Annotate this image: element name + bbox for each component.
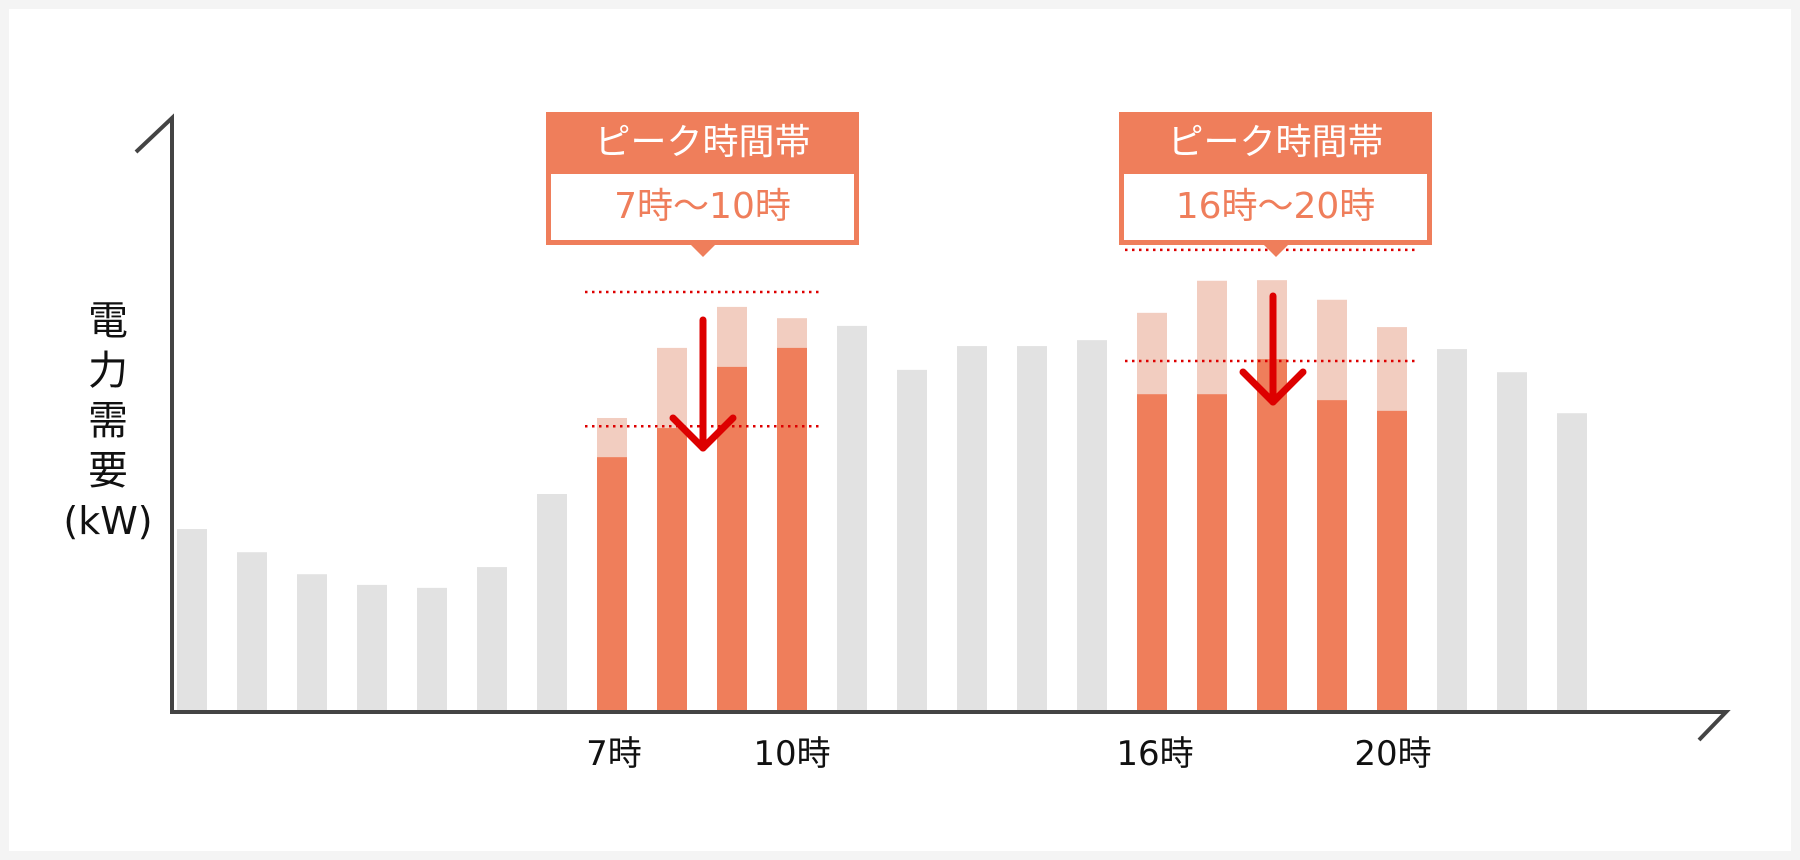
- callout-pointer: [689, 244, 716, 257]
- down-arrow-head-icon: [1239, 368, 1307, 406]
- x-tick-16: 16時: [1116, 734, 1194, 774]
- callout-pointer: [1262, 244, 1289, 257]
- demand-bar: [1557, 413, 1587, 712]
- y-axis-label-char: 要: [88, 448, 128, 494]
- demand-bar: [957, 346, 987, 712]
- y-axis-unit: (kW): [63, 499, 153, 543]
- demand-bar: [417, 587, 447, 712]
- peak-demand-bar: [1317, 400, 1347, 712]
- demand-bar: [177, 529, 207, 712]
- demand-bar: [1077, 340, 1107, 712]
- demand-bar: [837, 325, 867, 712]
- demand-bar: [1497, 372, 1527, 712]
- chart-axes: [134, 113, 1731, 742]
- y-axis-label-char: 電: [88, 298, 128, 344]
- peak-callout-evening: ピーク時間帯 16時〜20時: [1119, 112, 1432, 257]
- y-axis-label-char: 需: [88, 398, 128, 444]
- x-tick-10: 10時: [753, 734, 831, 774]
- demand-bar: [357, 584, 387, 712]
- callout-range: 16時〜20時: [1119, 174, 1432, 245]
- peak-demand-bar: [597, 457, 627, 712]
- x-tick-20: 20時: [1354, 734, 1432, 774]
- demand-bar: [237, 552, 267, 712]
- peak-demand-bar: [657, 428, 687, 712]
- x-tick-7: 7時: [586, 734, 642, 774]
- peak-demand-bar: [777, 347, 807, 712]
- demand-bar: [1017, 346, 1047, 712]
- demand-bar: [1437, 349, 1467, 712]
- peak-callout-morning: ピーク時間帯 7時〜10時: [546, 112, 859, 257]
- callout-range: 7時〜10時: [546, 174, 859, 245]
- peak-demand-bar: [1257, 359, 1287, 712]
- demand-bar: [477, 567, 507, 712]
- demand-bar: [897, 369, 927, 712]
- demand-bar: [297, 574, 327, 712]
- peak-demand-bar: [1197, 394, 1227, 712]
- peak-demand-bar: [1137, 394, 1167, 712]
- demand-bar: [537, 494, 567, 712]
- down-arrow-head-icon: [669, 414, 737, 452]
- callout-title: ピーク時間帯: [1119, 112, 1432, 174]
- callout-title: ピーク時間帯: [546, 112, 859, 174]
- y-axis-label: 電 力 需 要 (kW): [60, 296, 156, 546]
- y-axis-label-char: 力: [88, 348, 128, 394]
- peak-demand-bar: [1377, 410, 1407, 712]
